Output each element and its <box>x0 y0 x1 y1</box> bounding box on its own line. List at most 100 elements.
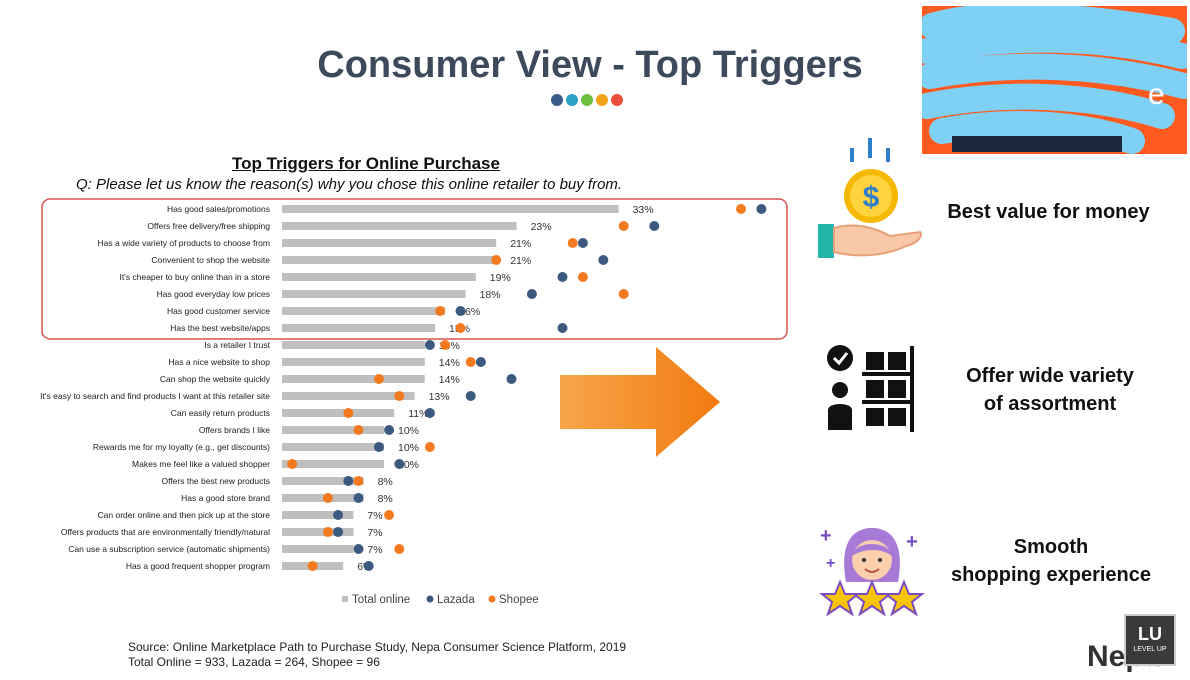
value-label: 14% <box>439 357 460 369</box>
category-label: It's cheaper to buy online than in a sto… <box>120 272 271 282</box>
lazada-point <box>455 306 466 316</box>
category-label: Has a nice website to shop <box>168 357 270 367</box>
accent-dot <box>551 94 563 106</box>
source-note: Source: Online Marketplace Path to Purch… <box>128 640 626 670</box>
lazada-point <box>394 459 405 469</box>
total-bar <box>282 460 384 468</box>
value-label: 7% <box>367 544 382 556</box>
lazada-point <box>353 544 364 554</box>
total-bar <box>282 511 354 519</box>
lazada-point <box>598 255 609 265</box>
total-bar <box>282 426 384 434</box>
legend-label: Total online <box>352 594 410 606</box>
value-label: 11% <box>408 408 428 420</box>
shopee-point <box>373 374 384 384</box>
legend-swatch <box>488 595 496 603</box>
total-bar <box>282 307 446 315</box>
shopee-point <box>307 561 318 571</box>
assortment-shelf-icon <box>827 345 914 432</box>
value-label: 10% <box>398 442 419 454</box>
category-label: Has good everyday low prices <box>157 289 270 299</box>
shopee-point <box>322 527 333 537</box>
level-up-logo: LU LEVEL UP <box>1124 614 1176 666</box>
shopee-point <box>424 442 435 452</box>
lazada-point <box>557 323 568 333</box>
lazada-point <box>373 442 384 452</box>
lazada-point <box>353 493 364 503</box>
money-hand-icon: $ <box>818 138 922 258</box>
chart-title: Top Triggers for Online Purchase <box>232 154 500 173</box>
lazada-point <box>756 204 767 214</box>
shopee-point <box>567 238 578 248</box>
total-bar <box>282 222 517 230</box>
accent-dot <box>611 94 623 106</box>
shopee-point <box>491 255 502 265</box>
total-bar <box>282 239 497 247</box>
total-bar <box>282 256 497 264</box>
category-label: Has a good frequent shopper program <box>126 561 270 571</box>
side-item-value: Best value for money <box>947 201 1150 223</box>
value-label: 10% <box>398 425 419 437</box>
category-label: Has the best website/apps <box>170 323 270 333</box>
total-bar <box>282 358 425 366</box>
svg-text:+: + <box>820 525 832 547</box>
lazada-point <box>506 374 517 384</box>
value-label: 14% <box>439 374 460 386</box>
redaction-scribble: e <box>922 6 1187 154</box>
value-label: 7% <box>367 527 382 539</box>
category-label: Offers products that are environmentally… <box>61 527 270 537</box>
value-label: 23% <box>531 221 552 233</box>
lazada-point <box>384 425 395 435</box>
total-bar <box>282 290 466 298</box>
lazada-point <box>649 221 660 231</box>
category-label: Rewards me for my loyalty (e.g., get dis… <box>93 442 270 452</box>
shopee-point <box>455 323 466 333</box>
legend-label: Lazada <box>437 594 475 606</box>
category-label: Makes me feel like a valued shopper <box>132 459 270 469</box>
category-label: Has good sales/promotions <box>167 204 270 214</box>
shopee-point <box>394 391 405 401</box>
triggers-chart: Has good sales/promotions 33% Offers free … <box>40 198 788 606</box>
total-bar <box>282 443 384 451</box>
shopee-point <box>322 493 333 503</box>
category-label: Offers free delivery/free shipping <box>147 221 270 231</box>
category-label: Has good customer service <box>167 306 270 316</box>
shopee-point <box>435 306 446 316</box>
accent-dots <box>551 94 623 106</box>
arrow-right-icon <box>560 347 720 457</box>
lazada-point <box>465 391 476 401</box>
accent-dot <box>581 94 593 106</box>
category-label: Is a retailer I trust <box>204 340 270 350</box>
source-line: Source: Online Marketplace Path to Purch… <box>128 640 627 654</box>
shopee-point <box>618 221 629 231</box>
legend-swatch <box>426 595 434 603</box>
value-label: 18% <box>480 289 501 301</box>
side-item-experience: Smooth shopping experience <box>928 533 1174 589</box>
legend-swatch <box>342 596 348 602</box>
side-item-experience-line2: shopping experience <box>950 564 1152 586</box>
value-label: 21% <box>510 255 531 267</box>
level-up-text: LEVEL UP <box>1133 646 1167 653</box>
category-label: Can order online and then pick up at the… <box>98 510 271 520</box>
shopee-point <box>440 340 451 350</box>
total-bar <box>282 392 415 400</box>
lazada-point <box>526 289 537 299</box>
svg-text:$: $ <box>863 181 880 214</box>
category-label: Can easily return products <box>171 408 270 418</box>
banner-letter: e <box>1148 78 1165 111</box>
legend-label: Shopee <box>499 594 539 606</box>
category-label: Has a wide variety of products to choose… <box>98 238 270 248</box>
category-label: Can shop the website quickly <box>160 374 271 384</box>
total-bar <box>282 477 364 485</box>
value-label: 13% <box>429 391 450 403</box>
category-label: Offers the best new products <box>161 476 270 486</box>
value-label: 7% <box>367 510 382 522</box>
side-item-assortment-line1: Offer wide variety <box>966 365 1134 387</box>
total-bar <box>282 341 425 349</box>
total-bar <box>282 528 354 536</box>
total-bar <box>282 409 395 417</box>
category-label: Has a good store brand <box>181 493 270 503</box>
category-label: Can use a subscription service (automati… <box>68 544 270 554</box>
side-item-experience-line1: Smooth <box>1013 536 1089 558</box>
